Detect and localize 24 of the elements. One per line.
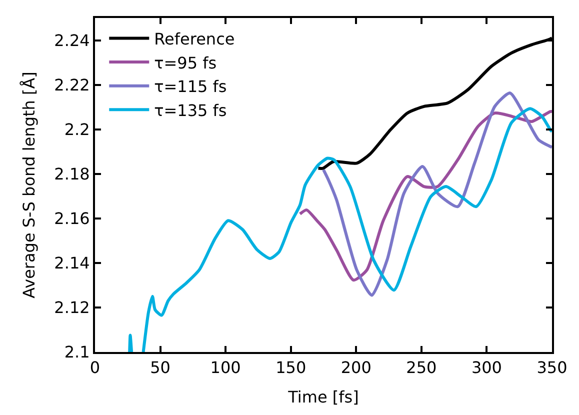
legend-label: τ=95 fs (154, 53, 217, 72)
x-tick-label: 350 (536, 358, 568, 378)
x-tick-label: 200 (340, 358, 372, 378)
y-tick-label: 2.2 (64, 120, 90, 139)
x-tick-label: 0 (90, 358, 100, 378)
x-tick-label: 300 (471, 358, 502, 378)
x-tick-label: 100 (210, 358, 241, 378)
legend-label: τ=135 fs (154, 100, 227, 120)
line-series (322, 92, 552, 297)
x-tick-label: 250 (406, 358, 437, 378)
y-tick-label: 2.18 (54, 164, 90, 184)
y-tick-label: 2.22 (54, 75, 90, 94)
y-tick-label: 2.24 (54, 30, 90, 50)
x-tick-label: 50 (150, 358, 170, 378)
line-series (298, 110, 552, 282)
legend-label: Reference (154, 29, 235, 48)
legend-label: τ=115 fs (154, 77, 227, 96)
y-tick-label: 2.1 (64, 342, 90, 362)
y-tick-label: 2.12 (54, 298, 90, 318)
y-tick-label: 2.14 (54, 254, 90, 273)
x-tick-label: 150 (276, 358, 306, 378)
y-axis-title: Average S-S bond length [Å] (20, 72, 39, 298)
x-axis-title: Time [fs] (287, 387, 359, 406)
y-tick-label: 2.16 (54, 209, 90, 228)
